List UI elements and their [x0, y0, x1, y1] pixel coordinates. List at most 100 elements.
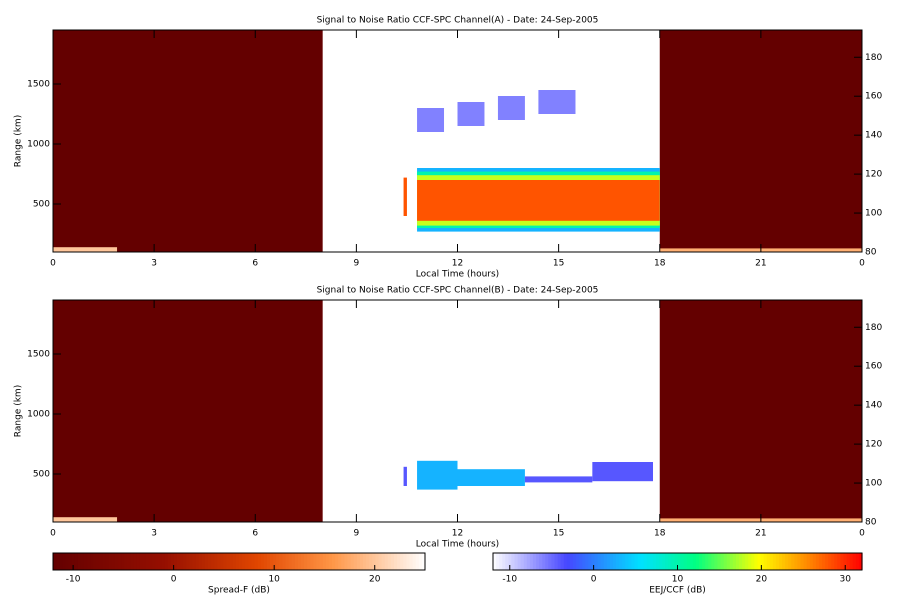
colorbar-swatch	[124, 553, 128, 570]
colorbar-swatch	[563, 553, 568, 570]
colorbar-swatch	[782, 553, 786, 570]
colorbar-swatch	[208, 553, 212, 570]
colorbar-swatch	[325, 553, 330, 570]
colorbar-swatch	[702, 553, 706, 570]
colorbar-swatch	[366, 553, 370, 570]
colorbar-swatch	[276, 553, 280, 570]
colorbar-swatch	[662, 553, 666, 570]
colorbar-swatch	[554, 553, 559, 570]
x-tick-label: 3	[151, 529, 157, 539]
colorbar-swatch	[858, 553, 863, 570]
colorbar-swatch	[400, 553, 404, 570]
colorbar-swatch	[825, 553, 829, 570]
colorbar-swatch	[195, 553, 200, 570]
colorbar-swatch	[242, 553, 246, 570]
colorbar-swatch	[775, 553, 780, 570]
colorbar-swatch	[313, 553, 318, 570]
heatmap-cell	[403, 466, 407, 486]
colorbar-swatch	[397, 553, 401, 570]
heatmap-cell	[53, 30, 323, 252]
colorbar-swatch	[668, 553, 672, 570]
colorbar-swatch	[582, 553, 586, 570]
colorbar-swatch	[539, 553, 543, 570]
colorbar-tick-label: 20	[369, 575, 381, 585]
y-tick-label: 1000	[27, 140, 50, 150]
colorbar-swatch	[270, 553, 274, 570]
colorbar-swatch	[717, 553, 722, 570]
colorbar-swatch	[263, 553, 268, 570]
colorbar-swatch	[84, 553, 88, 570]
y2-tick-label: 160	[865, 92, 882, 102]
colorbar-label: EEJ/CCF (dB)	[649, 586, 706, 596]
colorbar-swatch	[646, 553, 651, 570]
colorbar-swatch	[579, 553, 583, 570]
colorbar-swatch	[619, 553, 623, 570]
colorbar-swatch	[591, 553, 596, 570]
colorbar-swatch	[732, 553, 737, 570]
colorbar-swatch	[372, 553, 376, 570]
colorbar-swatch	[257, 553, 262, 570]
heatmap-cell	[659, 30, 862, 252]
colorbar-swatch	[394, 553, 398, 570]
colorbar-swatch	[720, 553, 725, 570]
colorbar-label: Spread-F (dB)	[208, 586, 270, 596]
y-tick-label: 500	[33, 200, 50, 210]
colorbar-swatch	[183, 553, 187, 570]
x-tick-label: 9	[354, 529, 360, 539]
colorbar-swatch	[387, 553, 392, 570]
colorbar-swatch	[53, 553, 57, 570]
colorbar-swatch	[846, 553, 851, 570]
y2-tick-label: 100	[865, 209, 882, 219]
colorbar-swatch	[310, 553, 314, 570]
colorbar-swatch	[855, 553, 860, 570]
colorbar-swatch	[359, 553, 364, 570]
colorbar-swatch	[665, 553, 669, 570]
colorbar-swatch	[735, 553, 740, 570]
x-tick-label: 18	[654, 259, 666, 269]
y2-tick-label: 120	[865, 170, 882, 180]
colorbar-swatch	[170, 553, 175, 570]
heatmap-cell	[53, 247, 118, 252]
colorbar-tick-label: 0	[591, 575, 597, 585]
y-tick-label: 1500	[27, 80, 50, 90]
colorbar-swatch	[634, 553, 639, 570]
colorbar-swatch	[508, 553, 513, 570]
colorbar-tick-label: 0	[171, 575, 177, 585]
colorbar-swatch	[843, 553, 848, 570]
panel-title: Signal to Noise Ratio CCF-SPC Channel(A)…	[317, 16, 599, 26]
colorbar-swatch	[412, 553, 417, 570]
colorbar-swatch	[390, 553, 395, 570]
colorbar-swatch	[406, 553, 411, 570]
colorbar-swatch	[529, 553, 534, 570]
colorbar-swatch	[418, 553, 423, 570]
colorbar-swatch	[569, 553, 574, 570]
colorbar-swatch	[235, 553, 240, 570]
colorbar-swatch	[840, 553, 845, 570]
colorbar-swatch	[628, 553, 632, 570]
colorbar-swatch	[198, 553, 203, 570]
colorbar-swatch	[757, 553, 762, 570]
colorbar-swatch	[291, 553, 296, 570]
colorbar-swatch	[686, 553, 691, 570]
colorbar-swatch	[788, 553, 792, 570]
colorbar-swatch	[689, 553, 694, 570]
colorbar-swatch	[285, 553, 290, 570]
x-tick-label: 18	[654, 529, 666, 539]
colorbar-swatch	[341, 553, 345, 570]
colorbar-swatch	[505, 553, 509, 570]
colorbar-swatch	[204, 553, 209, 570]
colorbar-swatch	[102, 553, 107, 570]
colorbar-swatch	[536, 553, 540, 570]
colorbar-swatch	[818, 553, 823, 570]
y2-tick-label: 180	[865, 323, 882, 333]
y2-tick-label: 80	[865, 248, 877, 258]
colorbar-swatch	[121, 553, 125, 570]
heatmap-cell	[403, 177, 407, 216]
colorbar-swatch	[692, 553, 697, 570]
colorbar-swatch	[87, 553, 91, 570]
colorbar-swatch	[576, 553, 580, 570]
colorbar-swatch	[344, 553, 349, 570]
colorbar-swatch	[71, 553, 76, 570]
heatmap-cell	[497, 96, 525, 120]
